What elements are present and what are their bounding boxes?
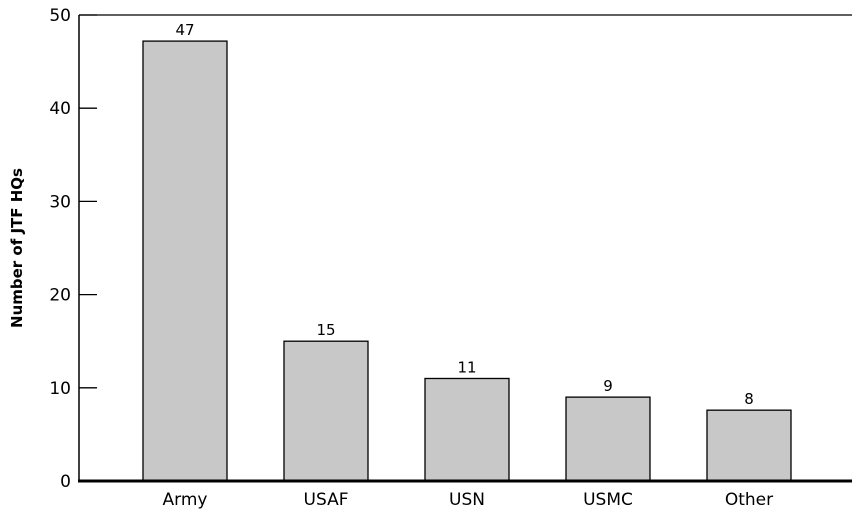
x-axis: Army USAF USN USMC Other bbox=[163, 490, 774, 510]
y-axis: 0 10 20 30 40 50 bbox=[49, 6, 97, 492]
x-tick-label-usn: USN bbox=[449, 490, 485, 510]
data-label-usn: 11 bbox=[457, 358, 476, 376]
y-tick-label: 50 bbox=[49, 6, 71, 26]
bar-usaf bbox=[283, 340, 369, 482]
bar-usn bbox=[424, 377, 510, 482]
data-label-other: 8 bbox=[744, 390, 754, 408]
y-tick-label: 40 bbox=[49, 99, 71, 119]
x-tick-label-usmc: USMC bbox=[583, 490, 633, 510]
y-tick-label: 20 bbox=[49, 286, 71, 306]
data-label-usmc: 9 bbox=[603, 377, 613, 395]
bar-other bbox=[706, 409, 792, 482]
bars: 47 15 11 9 8 bbox=[142, 21, 792, 482]
y-tick-label: 10 bbox=[49, 379, 71, 399]
y-tick-label: 0 bbox=[60, 472, 71, 492]
bar-army bbox=[142, 40, 228, 482]
y-tick-label: 30 bbox=[49, 192, 71, 212]
data-label-army: 47 bbox=[175, 21, 194, 39]
data-label-usaf: 15 bbox=[316, 321, 335, 339]
plot-frame bbox=[78, 14, 852, 483]
x-tick-label-other: Other bbox=[725, 490, 773, 510]
y-axis-title: Number of JTF HQs bbox=[8, 168, 26, 328]
bar-usmc bbox=[565, 396, 651, 482]
x-tick-label-army: Army bbox=[163, 490, 208, 510]
x-tick-label-usaf: USAF bbox=[304, 490, 349, 510]
